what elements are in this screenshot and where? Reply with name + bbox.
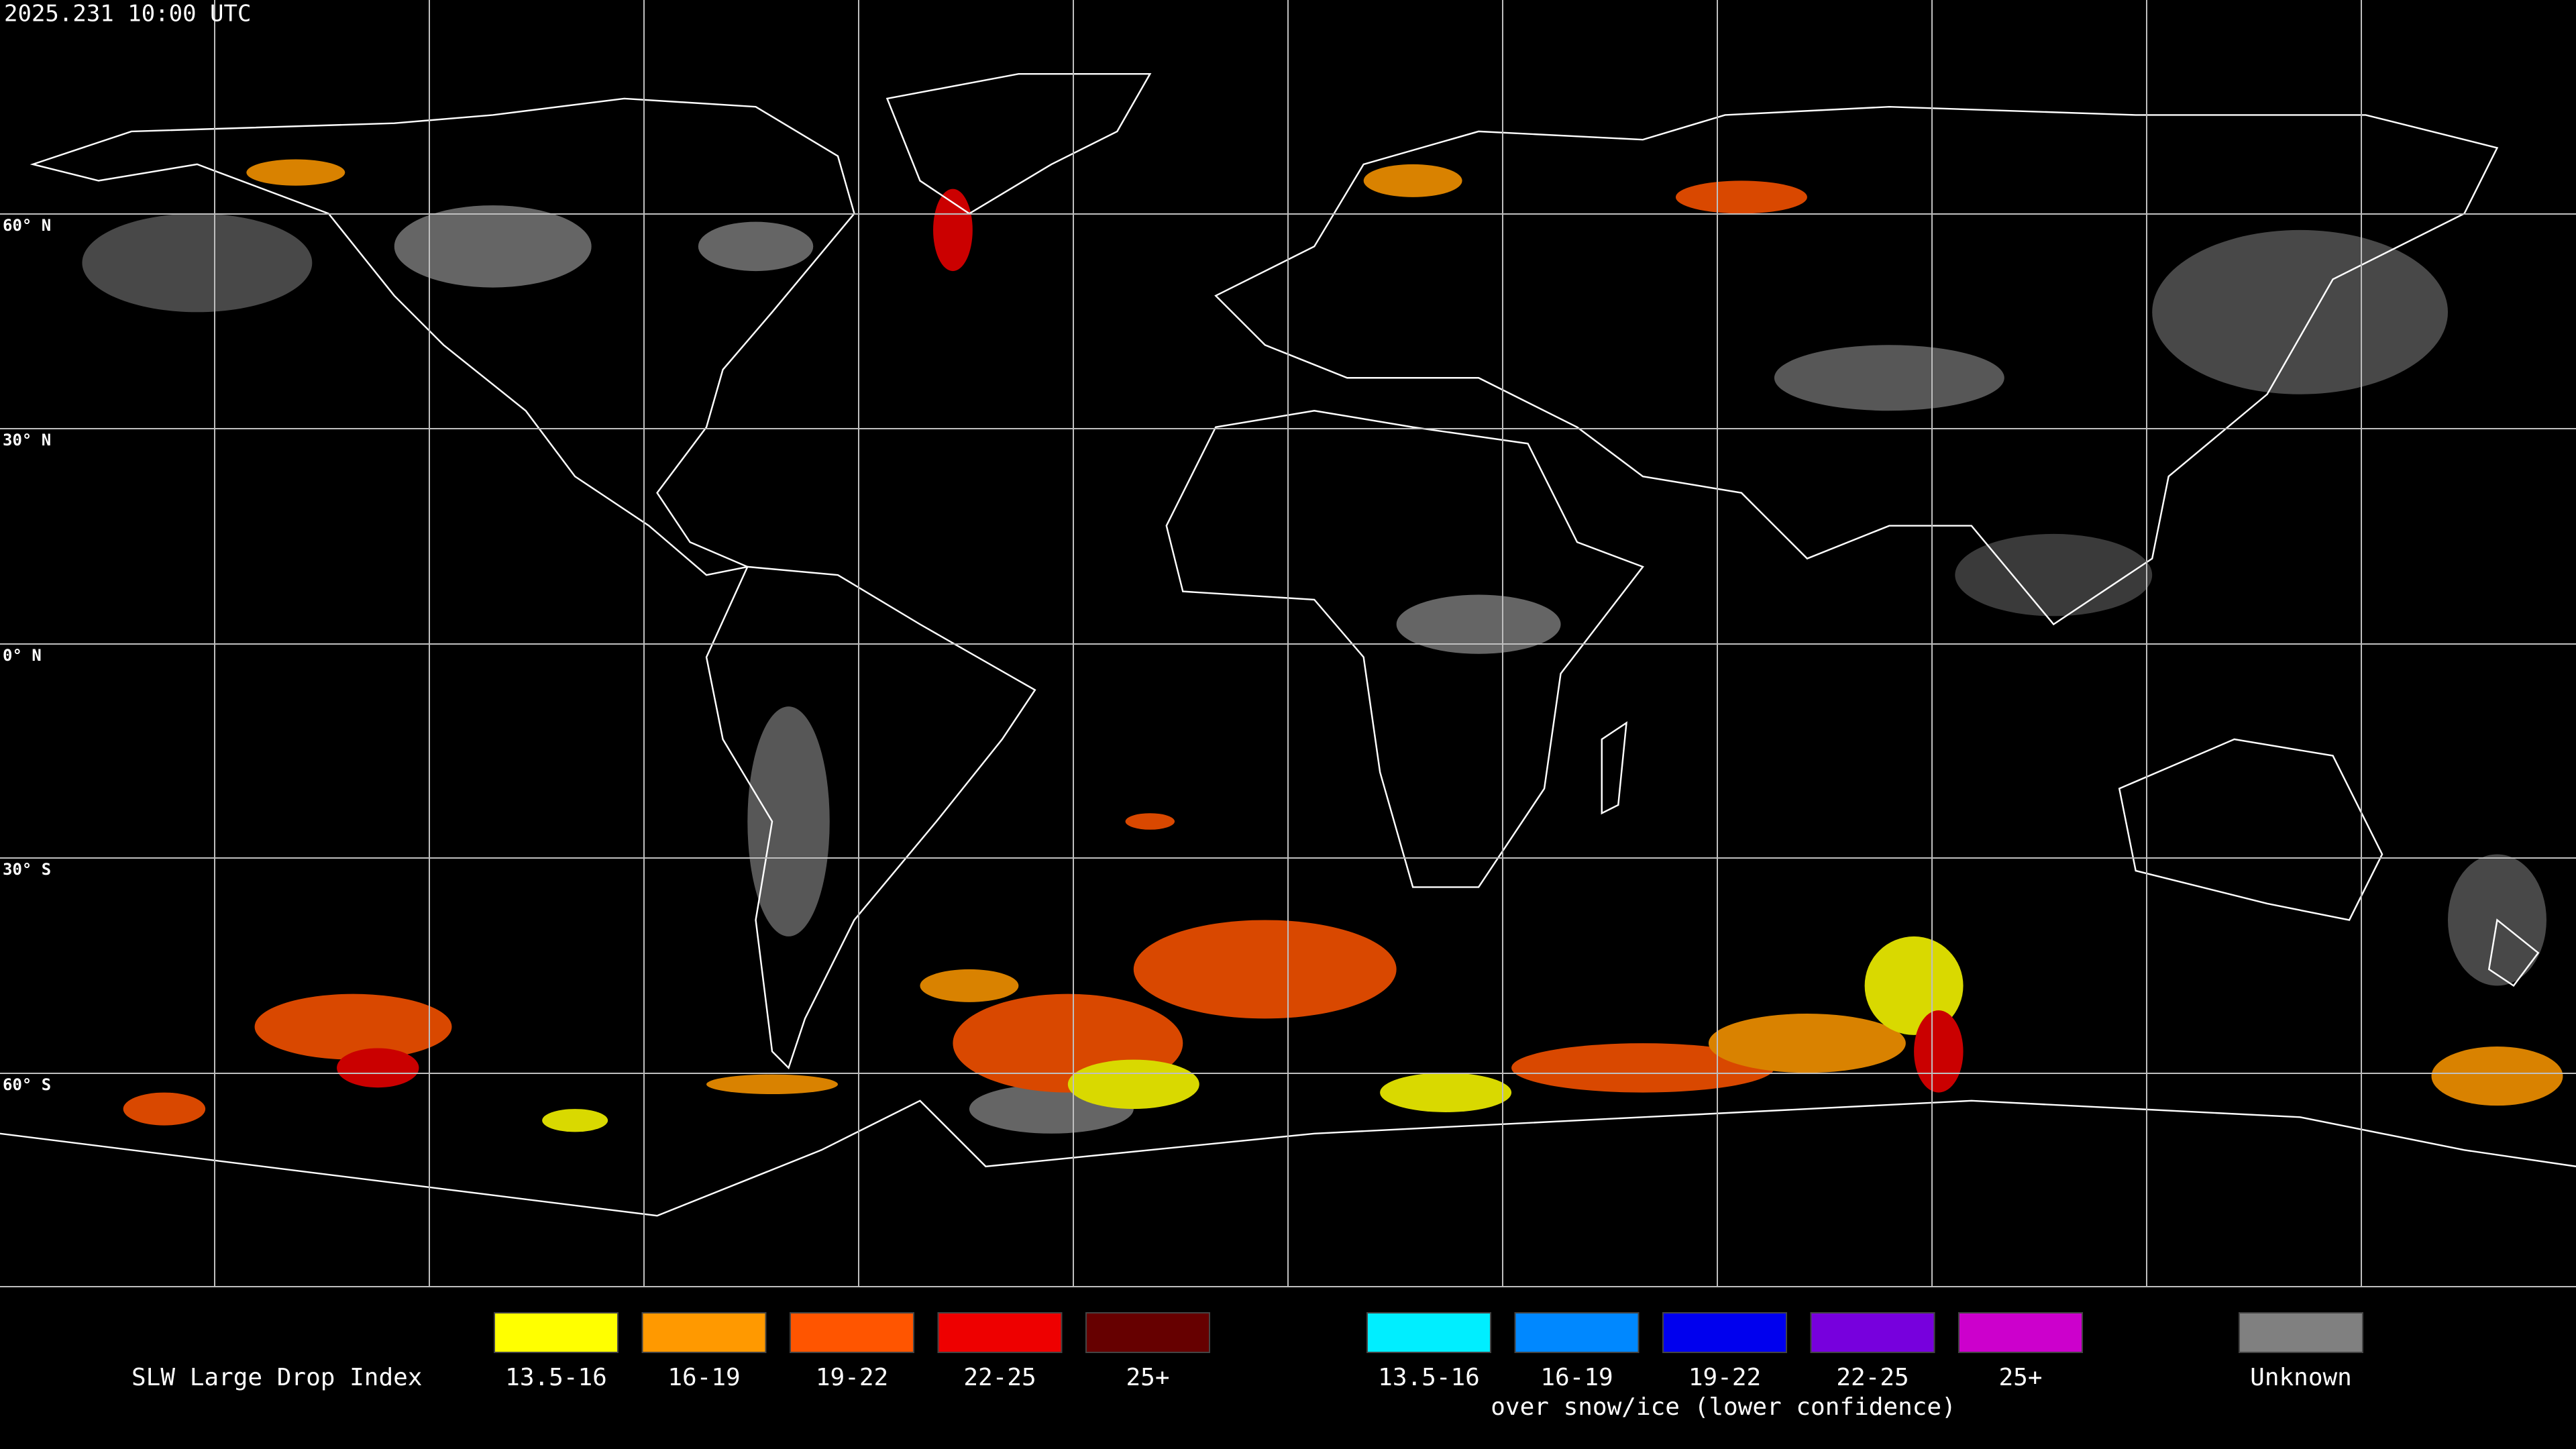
drop-region — [920, 969, 1019, 1002]
legend-caption: over snow/ice (lower confidence) — [1491, 1393, 1956, 1421]
legend-panel — [0, 1287, 2576, 1449]
legend-label: 16-19 — [1540, 1364, 1613, 1391]
unknown-region — [698, 221, 814, 272]
legend-swatch — [1662, 1312, 1787, 1353]
legend-label: 13.5-16 — [1378, 1364, 1480, 1391]
legend-swatch — [641, 1312, 767, 1353]
cloud-fields — [82, 159, 2563, 1134]
legend-label: 13.5-16 — [505, 1364, 607, 1391]
map-layer — [0, 72, 2576, 1217]
drop-region — [1675, 180, 1807, 214]
legend-swatch — [1366, 1312, 1491, 1353]
legend-label: 16-19 — [667, 1364, 740, 1391]
legend-label: 25+ — [1126, 1364, 1169, 1391]
drop-region — [254, 994, 452, 1060]
legend-swatch — [2239, 1312, 2363, 1353]
legend-label: 22-25 — [1836, 1364, 1909, 1391]
drop-region — [1511, 1043, 1774, 1093]
unknown-region — [1396, 594, 1561, 654]
coastline — [1214, 105, 2499, 626]
coastline — [30, 97, 855, 576]
legend: SLW Large Drop Index 13.5-16 16-19 19-22 22-… — [131, 1312, 2363, 1421]
legend-label: 22-25 — [963, 1364, 1036, 1391]
legend-label: 19-22 — [1688, 1364, 1761, 1391]
latitude-label: 60° S — [3, 1075, 51, 1094]
legend-title: SLW Large Drop Index — [131, 1364, 422, 1391]
drop-region — [542, 1109, 608, 1132]
unknown-region — [82, 213, 313, 313]
latitude-label: 30° S — [3, 860, 51, 879]
legend-swatch — [1810, 1312, 1935, 1353]
coastline — [0, 1099, 2576, 1217]
coastlines — [0, 72, 2576, 1217]
coastline — [1165, 410, 1644, 888]
latitude-label: 60° N — [3, 216, 51, 235]
legend-swatch — [494, 1312, 619, 1353]
legend-swatch — [1514, 1312, 1640, 1353]
unknown-region — [1955, 533, 2153, 616]
drop-region — [337, 1048, 419, 1088]
drop-region — [1125, 813, 1175, 830]
coastline — [705, 566, 1036, 1070]
drop-region — [1708, 1014, 1906, 1073]
legend-label: 25+ — [1998, 1364, 2042, 1391]
legend-swatch — [937, 1312, 1063, 1353]
legend-label: Unknown — [2250, 1364, 2352, 1391]
drop-region — [706, 1074, 838, 1095]
legend-swatch — [1085, 1312, 1210, 1353]
coastline — [2118, 738, 2383, 921]
drop-region — [1914, 1010, 1964, 1093]
coastline — [1601, 721, 1627, 815]
unknown-region — [747, 706, 830, 936]
drop-region — [123, 1092, 206, 1126]
unknown-region — [2152, 229, 2449, 394]
unknown-region — [1774, 345, 2004, 411]
drop-region — [246, 159, 345, 186]
coastline — [885, 72, 1152, 215]
drop-region — [2431, 1046, 2563, 1106]
legend-swatch — [790, 1312, 914, 1353]
legend-swatch — [1958, 1312, 2083, 1353]
legend-label: 19-22 — [816, 1364, 888, 1391]
drop-region — [1133, 920, 1397, 1019]
drop-region — [933, 189, 973, 272]
timestamp: 2025.231 10:00 UTC — [4, 1, 251, 28]
latitude-label: 30° N — [3, 431, 51, 449]
coastline — [2487, 918, 2540, 987]
drop-region — [1067, 1059, 1199, 1110]
unknown-region — [394, 205, 592, 288]
latitude-label: 0° N — [3, 646, 42, 665]
drop-region — [1380, 1073, 1512, 1112]
drop-region — [1363, 164, 1462, 197]
graticule: 60° N 30° N 0° N 30° S 60° S — [0, 0, 2576, 1287]
